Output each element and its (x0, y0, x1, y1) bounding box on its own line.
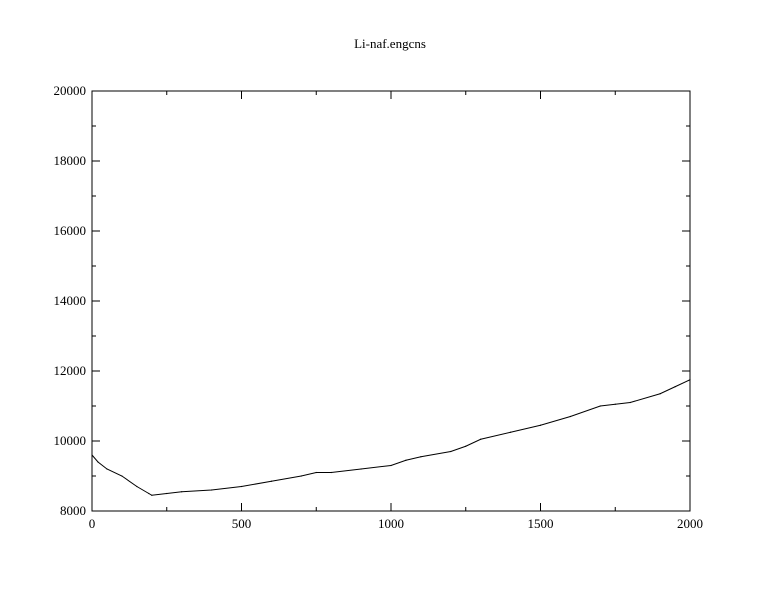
data-point (510, 431, 512, 433)
data-point (465, 445, 467, 447)
axes: 0 500 1000 1500 2000 8000 10000 12000 14000 16000… (54, 83, 704, 531)
data-point (211, 489, 213, 491)
series-line (91, 379, 691, 496)
x-tick-label: 1000 (378, 516, 404, 531)
data-point (480, 438, 482, 440)
data-point (97, 461, 99, 463)
data-point (420, 456, 422, 458)
data-point (599, 405, 601, 407)
y-tick-label: 18000 (54, 153, 87, 168)
y-tick-label: 10000 (54, 433, 87, 448)
data-point (166, 492, 168, 495)
data-point (270, 480, 272, 482)
x-tick-label: 1500 (528, 516, 554, 531)
y-tick-label: 20000 (54, 83, 87, 98)
data-point (659, 393, 661, 395)
plot-area (91, 379, 691, 496)
data-point (689, 379, 691, 381)
data-point (151, 494, 153, 496)
x-tick-label: 2000 (677, 516, 703, 531)
data-point (91, 454, 93, 456)
data-point (330, 471, 332, 474)
data-point (614, 403, 616, 405)
data-point (569, 415, 572, 418)
data-point (360, 468, 362, 470)
data-point (300, 475, 302, 477)
data-point (121, 475, 123, 477)
data-point (450, 450, 452, 453)
data-point (405, 459, 407, 461)
data-point (148, 492, 150, 495)
y-tick-label: 14000 (54, 293, 87, 308)
data-point (539, 424, 542, 426)
x-tick-label: 500 (232, 516, 252, 531)
plot-frame (91, 90, 691, 512)
chart-title: Li-naf.engcns (354, 36, 426, 51)
data-point (315, 471, 317, 474)
y-tick-label: 12000 (54, 363, 87, 378)
data-point (106, 468, 108, 470)
data-point (390, 464, 392, 467)
x-tick-label: 0 (89, 516, 96, 531)
data-point (629, 401, 631, 404)
data-point (181, 491, 183, 493)
data-point (674, 386, 676, 388)
data-point (240, 485, 243, 488)
y-tick-label: 8000 (60, 503, 86, 518)
data-point (136, 485, 138, 488)
y-tick-label: 16000 (54, 223, 87, 238)
